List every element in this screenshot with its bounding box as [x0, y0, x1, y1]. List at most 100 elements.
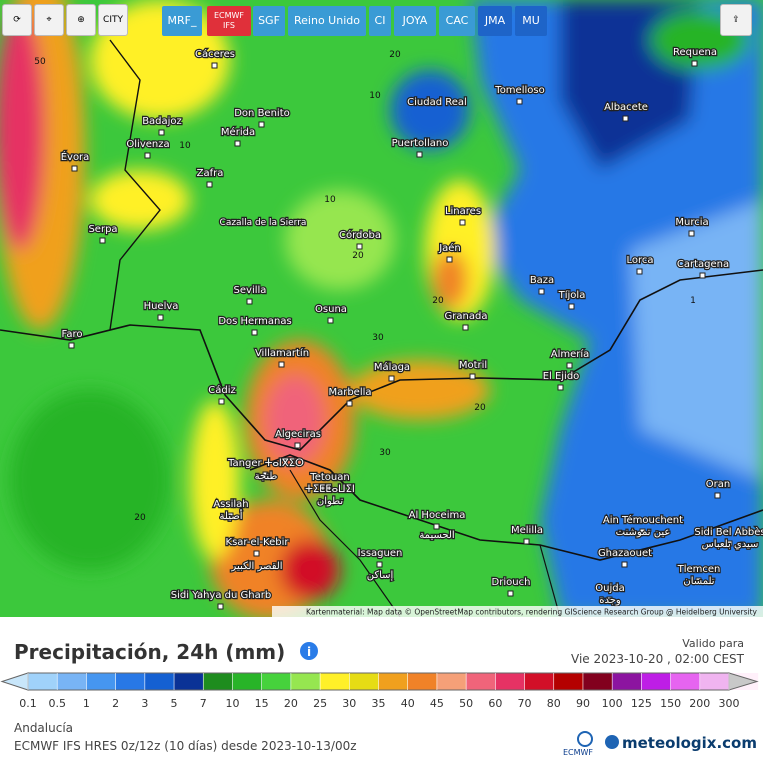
legend-swatch: [57, 673, 87, 690]
legend-label: 70: [518, 697, 532, 710]
city-dot: [234, 140, 241, 147]
city-label: تلمسان: [683, 576, 714, 587]
info-icon-glyph: i: [307, 645, 311, 659]
city-dot: [327, 317, 334, 324]
refresh-button[interactable]: ⟳: [2, 4, 32, 36]
city-label: Assilah: [213, 499, 248, 510]
city-label: Marbella: [328, 387, 371, 398]
contour-label: 10: [324, 195, 336, 205]
contour-label: 50: [34, 57, 46, 67]
city-dot: [621, 561, 628, 568]
city-label: Faro: [62, 329, 83, 340]
city-label: Cartagena: [677, 259, 729, 270]
model-button[interactable]: Reino Unido: [288, 6, 366, 36]
city-label: Oran: [706, 479, 730, 490]
contour-label: 20: [432, 296, 444, 306]
legend-label: 1: [83, 697, 90, 710]
legend-swatch: [349, 673, 379, 690]
city-dot: [158, 129, 165, 136]
legend-label: 0.5: [48, 697, 66, 710]
contour-label: 1: [690, 296, 696, 306]
city-label: Mérida: [221, 126, 255, 138]
city-label: Lorca: [626, 255, 653, 266]
coastline: [0, 269, 763, 451]
model-button[interactable]: ECMWF IFS: [207, 6, 251, 36]
legend-swatch: [641, 673, 671, 690]
legend-label: 100: [602, 697, 623, 710]
legend-label: 20: [284, 697, 298, 710]
city-label: Sidi Bel Abbès: [694, 526, 763, 538]
city-dot: [346, 400, 353, 407]
model-button[interactable]: JMA: [478, 6, 512, 36]
legend-label: 10: [225, 697, 239, 710]
city-label: طنجة: [255, 471, 278, 482]
city-label: Zafra: [197, 168, 224, 179]
city-label: Granada: [445, 311, 488, 322]
city-label: Serpa: [88, 224, 117, 235]
locate-button[interactable]: ⌖: [34, 4, 64, 36]
city-dot: [507, 590, 514, 597]
model-button[interactable]: MRF_: [162, 6, 202, 36]
city-label: Badajoz: [142, 116, 182, 127]
city-dot: [246, 298, 253, 305]
city-label: Ain Témouchent: [603, 514, 683, 526]
model-button[interactable]: CAC: [439, 6, 475, 36]
legend-label: 80: [547, 697, 561, 710]
city-label: Murcia: [675, 217, 708, 228]
legend-swatch: [203, 673, 233, 690]
city-label: Évora: [61, 150, 90, 163]
legend-swatch: [524, 673, 554, 690]
city-dot: [691, 60, 698, 67]
city-button[interactable]: CITY: [98, 4, 128, 36]
model-button[interactable]: CI: [369, 6, 391, 36]
city-dot: [144, 152, 151, 159]
model-button[interactable]: JOYA: [394, 6, 436, 36]
city-label: الحسيمة: [419, 530, 454, 541]
legend-swatch: [670, 673, 700, 690]
city-dot: [714, 492, 721, 499]
city-label: Ghazaouet: [598, 548, 652, 559]
city-label: Villamartín: [255, 347, 309, 359]
city-dot: [388, 375, 395, 382]
city-label: Ksar-el-Kebir: [226, 537, 290, 548]
city-dot: [469, 373, 476, 380]
legend-label: 30: [342, 697, 356, 710]
city-dot: [376, 561, 383, 568]
region: Andalucía: [14, 721, 73, 735]
legend-arrow-low: [0, 672, 29, 691]
legend-label: 150: [660, 697, 681, 710]
city-label: القصر الكبير: [230, 561, 282, 572]
map: Cáceres Requena Tomelloso Ciudad Real Don Be…: [0, 0, 763, 617]
city-label: Albacete: [604, 102, 648, 113]
city-label: Sidi Yahya du Gharb: [171, 590, 271, 601]
coastline: [249, 454, 763, 561]
city-label: Tlemcen: [677, 564, 721, 575]
legend-label: 45: [430, 697, 444, 710]
legend-label: 0.1: [19, 697, 37, 710]
share-button[interactable]: ⇪: [720, 4, 752, 36]
legend-label: 35: [372, 697, 386, 710]
city-label: Tanger ⵜⴰⵏⴳⵉⵔ: [227, 458, 304, 469]
city-label: Almería: [551, 348, 590, 360]
info-icon[interactable]: [300, 642, 318, 660]
city-dot: [157, 314, 164, 321]
city-dot: [294, 442, 301, 449]
city-label: Cazalla de la Sierra: [220, 218, 307, 228]
city-dot: [99, 237, 106, 244]
zoom-button[interactable]: ⊕: [66, 4, 96, 36]
legend-swatch: [612, 673, 642, 690]
city-dot: [538, 288, 545, 295]
legend-swatch: [232, 673, 262, 690]
city-dot: [433, 523, 440, 530]
legend-swatch: [495, 673, 525, 690]
city-label: Sevilla: [234, 285, 267, 296]
legend-label: 60: [488, 697, 502, 710]
city-label: Requena: [673, 47, 717, 58]
model-button[interactable]: MU: [515, 6, 547, 36]
city-dot: [622, 115, 629, 122]
model-button[interactable]: SGF: [253, 6, 285, 36]
legend-swatch: [261, 673, 291, 690]
legend-swatch: [582, 673, 613, 690]
city-label: Ciudad Real: [407, 97, 467, 108]
contour-label: 10: [369, 91, 381, 101]
